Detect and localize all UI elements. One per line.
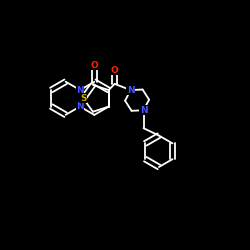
Text: O: O bbox=[90, 61, 98, 70]
Text: S: S bbox=[80, 94, 86, 103]
Text: N: N bbox=[127, 86, 134, 94]
Text: O: O bbox=[111, 66, 118, 75]
Text: N: N bbox=[140, 106, 147, 115]
Text: N: N bbox=[76, 102, 84, 111]
Text: N: N bbox=[76, 86, 84, 94]
